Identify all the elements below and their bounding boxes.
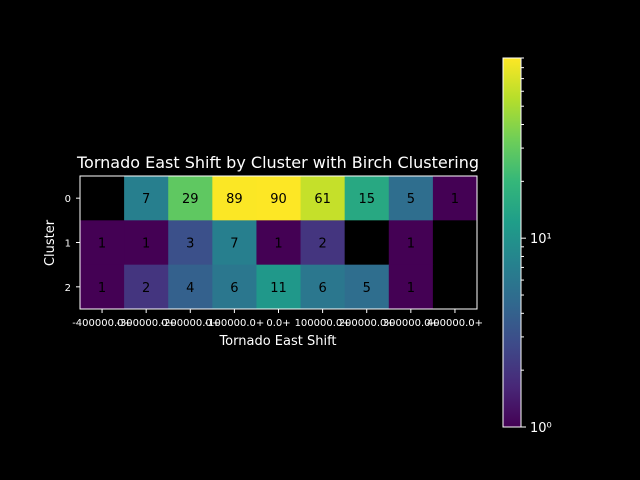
x-tick-label: 200000.0+ <box>339 318 395 329</box>
heatmap-cell <box>388 176 434 221</box>
cell-value-label: 29 <box>182 192 199 207</box>
x-tick-label: -100000.0+ <box>205 318 265 329</box>
colorbar-tick-label: 10¹ <box>530 232 552 247</box>
heatmap-cell <box>124 220 169 266</box>
x-tick-label: -300000.0+ <box>116 318 176 329</box>
cell-value-label: 1 <box>98 281 106 296</box>
cell-value-label: 15 <box>358 192 375 207</box>
heatmap-cell <box>168 176 213 221</box>
cell-value-label: 2 <box>318 237 326 252</box>
colorbar-tick-label: 10⁰ <box>530 421 552 436</box>
heatmap-cell <box>80 264 125 310</box>
heatmap-cell <box>256 220 302 266</box>
heatmap-cell <box>432 264 478 310</box>
cell-value-label: 1 <box>407 281 415 296</box>
heatmap-cell <box>256 176 302 221</box>
x-tick-label: 300000.0+ <box>383 318 439 329</box>
heatmap-cell <box>124 176 169 221</box>
cell-value-label: 6 <box>230 281 238 296</box>
heatmap-cell <box>80 176 125 221</box>
heatmap-cell <box>432 220 478 266</box>
chart-title: Tornado East Shift by Cluster with Birch… <box>76 153 479 172</box>
y-tick-label: 0 <box>65 194 71 205</box>
cell-value-label: 1 <box>98 237 106 252</box>
cell-value-label: 7 <box>230 237 238 252</box>
heatmap-cell <box>124 264 169 310</box>
x-tick-label: 100000.0+ <box>295 318 351 329</box>
heatmap-cell <box>80 220 125 266</box>
x-tick-label: 400000.0+ <box>427 318 483 329</box>
x-axis-ticks: -400000.0+-300000.0+-200000.0+-100000.0+… <box>72 309 483 329</box>
heatmap-cell <box>344 264 390 310</box>
heatmap-cell <box>388 264 434 310</box>
heatmap-cell <box>432 176 478 221</box>
cell-value-label: 1 <box>451 192 459 207</box>
cell-value-label: 90 <box>270 192 287 207</box>
cell-value-label: 3 <box>186 237 194 252</box>
heatmap-cell <box>344 176 390 221</box>
y-tick-label: 1 <box>65 239 71 250</box>
cell-value-label: 4 <box>186 281 194 296</box>
heatmap-cell <box>168 264 213 310</box>
heatmap-cell <box>388 220 434 266</box>
colorbar-ticks: 10⁰ 10¹ <box>521 57 552 436</box>
heatmap-cell <box>300 176 346 221</box>
x-tick-label: -200000.0+ <box>160 318 220 329</box>
x-tick-label: 0.0+ <box>266 318 290 329</box>
heatmap-cells: 7 29 89 90 61 15 5 11 1 3 7 1 2 11 2 4 6 11 6 5 1 <box>80 176 478 310</box>
heatmap-cell <box>168 220 213 266</box>
x-axis-label: Tornado East Shift <box>218 334 336 349</box>
heatmap-cell <box>212 220 257 266</box>
heatmap-cell <box>256 264 302 310</box>
cell-value-label: 1 <box>142 237 150 252</box>
cell-value-label: 7 <box>142 192 150 207</box>
cell-value-label: 5 <box>407 192 415 207</box>
cell-value-label: 5 <box>363 281 371 296</box>
cell-value-label: 61 <box>314 192 331 207</box>
cell-value-label: 89 <box>226 192 243 207</box>
cell-value-label: 11 <box>270 281 287 296</box>
cell-value-label: 2 <box>142 281 150 296</box>
heatmap-cell <box>300 264 346 310</box>
y-tick-label: 2 <box>65 283 71 294</box>
y-axis-label: Cluster <box>43 219 58 266</box>
heatmap-cell <box>212 176 257 221</box>
cell-value-label: 6 <box>318 281 326 296</box>
plot-frame <box>79 175 478 310</box>
x-tick-label: -400000.0+ <box>72 318 132 329</box>
heatmap-cell <box>300 220 346 266</box>
cell-value-label: 1 <box>274 237 282 252</box>
colorbar <box>502 57 522 428</box>
heatmap-cell <box>212 264 257 310</box>
cell-value-label: 1 <box>407 237 415 252</box>
y-axis-ticks: 0 1 2 <box>65 194 80 294</box>
heatmap-cell <box>344 220 390 266</box>
